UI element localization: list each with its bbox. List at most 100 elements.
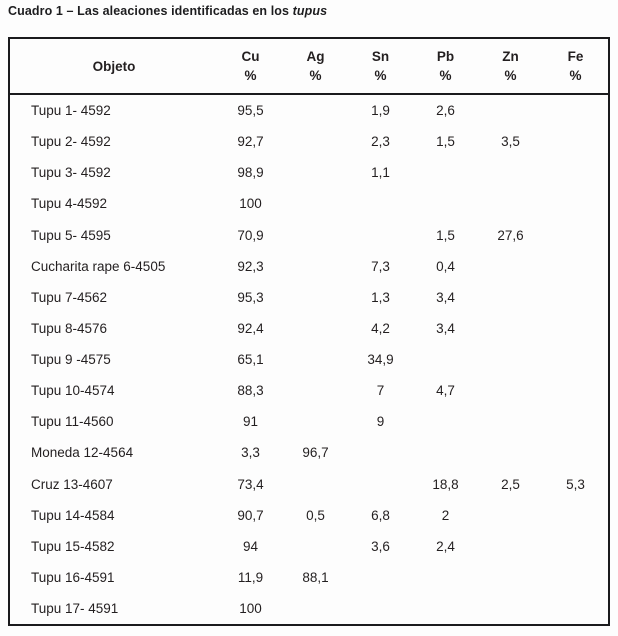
cell-cu-percent: 100 <box>239 196 262 212</box>
cell-sn-percent: 34,9 <box>367 352 394 368</box>
cell-cu-percent: 95,3 <box>237 289 264 305</box>
column-header-symbol: Sn <box>371 49 390 64</box>
cell-cu-percent: 88,3 <box>237 383 264 399</box>
column-header-symbol: Fe <box>567 49 584 64</box>
cell-pb-percent: 2,4 <box>436 538 455 554</box>
table-row: Tupu 4-4592 100 <box>10 188 608 219</box>
column-header-zn: Zn% <box>478 47 543 85</box>
cell-cu-percent: 92,7 <box>237 134 264 150</box>
row-object-label: Tupu 4-4592 <box>31 196 108 212</box>
row-object-label: Tupu 9 -4575 <box>31 352 111 368</box>
column-header-fe: Fe% <box>543 47 608 85</box>
row-object-label: Tupu 17- 4591 <box>31 601 119 617</box>
cell-cu-percent: 11,9 <box>237 569 264 585</box>
cell-sn-percent: 2,3 <box>371 134 390 150</box>
table-body: Tupu 1- 4592 95,5 1,9 2,6 Tupu 2- 4592 92,7 2,… <box>10 95 608 624</box>
row-object-label: Tupu 8-4576 <box>31 320 108 336</box>
table-row: Tupu 8-4576 92,4 4,2 3,4 <box>10 313 608 344</box>
cell-sn-percent: 1,9 <box>371 103 390 119</box>
column-header-symbol: Zn <box>502 49 519 64</box>
table-row: Tupu 2- 4592 92,7 2,3 1,5 3,5 <box>10 126 608 157</box>
table-caption: Cuadro 1 – Las aleaciones identificadas … <box>8 4 327 18</box>
cell-pb-percent: 3,4 <box>436 289 455 305</box>
cell-cu-percent: 90,7 <box>237 507 264 523</box>
column-header-cu: Cu% <box>218 47 283 85</box>
cell-sn-percent: 7,3 <box>371 258 390 274</box>
table-row: Tupu 7-4562 95,3 1,3 3,4 <box>10 282 608 313</box>
cell-sn-percent: 7 <box>376 383 385 399</box>
cell-cu-percent: 73,4 <box>237 476 264 492</box>
cell-cu-percent: 98,9 <box>237 165 264 181</box>
row-object-label: Tupu 11-4560 <box>31 414 114 430</box>
table-row: Tupu 16-4591 11,9 88,1 <box>10 562 608 593</box>
row-object-label: Tupu 2- 4592 <box>31 134 111 150</box>
row-object-label: Cucharita rape 6-4505 <box>31 258 166 274</box>
alloy-composition-table: Objeto Cu% Ag% Sn% Pb% Zn% Fe% Tupu 1- 4592 95… <box>8 37 610 626</box>
row-object-label: Tupu 10-4574 <box>31 383 115 399</box>
cell-pb-percent: 18,8 <box>432 476 459 492</box>
cell-cu-percent: 92,4 <box>237 320 264 336</box>
cell-pb-percent: 2,6 <box>436 103 455 119</box>
cell-cu-percent: 94 <box>242 538 259 554</box>
cell-cu-percent: 95,5 <box>237 103 264 119</box>
table-row: Tupu 14-4584 90,7 0,5 6,8 2 <box>10 500 608 531</box>
table-row: Tupu 15-4582 94 3,6 2,4 <box>10 531 608 562</box>
table-caption-text: Cuadro 1 – Las aleaciones identificadas … <box>8 4 293 18</box>
cell-sn-percent: 4,2 <box>371 320 390 336</box>
cell-cu-percent: 70,9 <box>237 227 264 243</box>
table-header-row: Objeto Cu% Ag% Sn% Pb% Zn% Fe% <box>10 39 608 95</box>
cell-cu-percent: 65,1 <box>237 352 264 368</box>
column-header-unit: % <box>569 68 582 83</box>
table-row: Tupu 9 -4575 65,1 34,9 <box>10 344 608 375</box>
row-object-label: Tupu 5- 4595 <box>31 227 111 243</box>
column-header-unit: % <box>504 68 517 83</box>
table-row: Tupu 17- 4591 100 <box>10 593 608 624</box>
table-row: Tupu 3- 4592 98,9 1,1 <box>10 157 608 188</box>
cell-fe-percent: 5,3 <box>566 476 585 492</box>
column-header-unit: % <box>439 68 452 83</box>
cell-ag-percent: 88,1 <box>302 569 329 585</box>
cell-cu-percent: 92,3 <box>237 258 264 274</box>
cell-pb-percent: 3,4 <box>436 320 455 336</box>
column-header-symbol: Pb <box>436 49 455 64</box>
table-row: Tupu 1- 4592 95,5 1,9 2,6 <box>10 95 608 126</box>
table-row: Tupu 11-4560 91 9 <box>10 406 608 437</box>
row-object-label: Tupu 3- 4592 <box>31 165 111 181</box>
table-row: Cruz 13-4607 73,4 18,8 2,5 5,3 <box>10 469 608 500</box>
column-header-sn: Sn% <box>348 47 413 85</box>
cell-ag-percent: 96,7 <box>302 445 329 461</box>
cell-zn-percent: 2,5 <box>501 476 520 492</box>
cell-pb-percent: 4,7 <box>436 383 455 399</box>
cell-ag-percent: 0,5 <box>306 507 325 523</box>
row-object-label: Moneda 12-4564 <box>31 445 134 461</box>
cell-cu-percent: 91 <box>242 414 259 430</box>
table-row: Tupu 10-4574 88,3 7 4,7 <box>10 375 608 406</box>
column-header-unit: % <box>244 68 257 83</box>
row-object-label: Tupu 1- 4592 <box>31 103 111 119</box>
cell-cu-percent: 3,3 <box>241 445 260 461</box>
cell-sn-percent: 9 <box>376 414 385 430</box>
cell-pb-percent: 1,5 <box>436 134 455 150</box>
column-header-symbol: Cu <box>241 49 260 64</box>
row-object-label: Tupu 15-4582 <box>31 538 115 554</box>
cell-zn-percent: 3,5 <box>501 134 520 150</box>
cell-pb-percent: 1,5 <box>436 227 455 243</box>
cell-sn-percent: 1,3 <box>371 289 390 305</box>
table-row: Cucharita rape 6-4505 92,3 7,3 0,4 <box>10 251 608 282</box>
column-header-pb: Pb% <box>413 47 478 85</box>
column-header-ag: Ag% <box>283 47 348 85</box>
cell-zn-percent: 27,6 <box>497 227 524 243</box>
column-header-objeto: Objeto <box>92 58 136 74</box>
cell-cu-percent: 100 <box>239 601 262 617</box>
column-header-unit: % <box>374 68 387 83</box>
column-header-unit: % <box>309 68 322 83</box>
row-object-label: Tupu 16-4591 <box>31 569 115 585</box>
table-caption-italic-word: tupus <box>292 4 328 18</box>
row-object-label: Tupu 7-4562 <box>31 289 108 305</box>
cell-pb-percent: 0,4 <box>436 258 455 274</box>
cell-sn-percent: 3,6 <box>371 538 390 554</box>
table-row: Moneda 12-4564 3,3 96,7 <box>10 437 608 468</box>
row-object-label: Tupu 14-4584 <box>31 507 115 523</box>
cell-pb-percent: 2 <box>441 507 450 523</box>
